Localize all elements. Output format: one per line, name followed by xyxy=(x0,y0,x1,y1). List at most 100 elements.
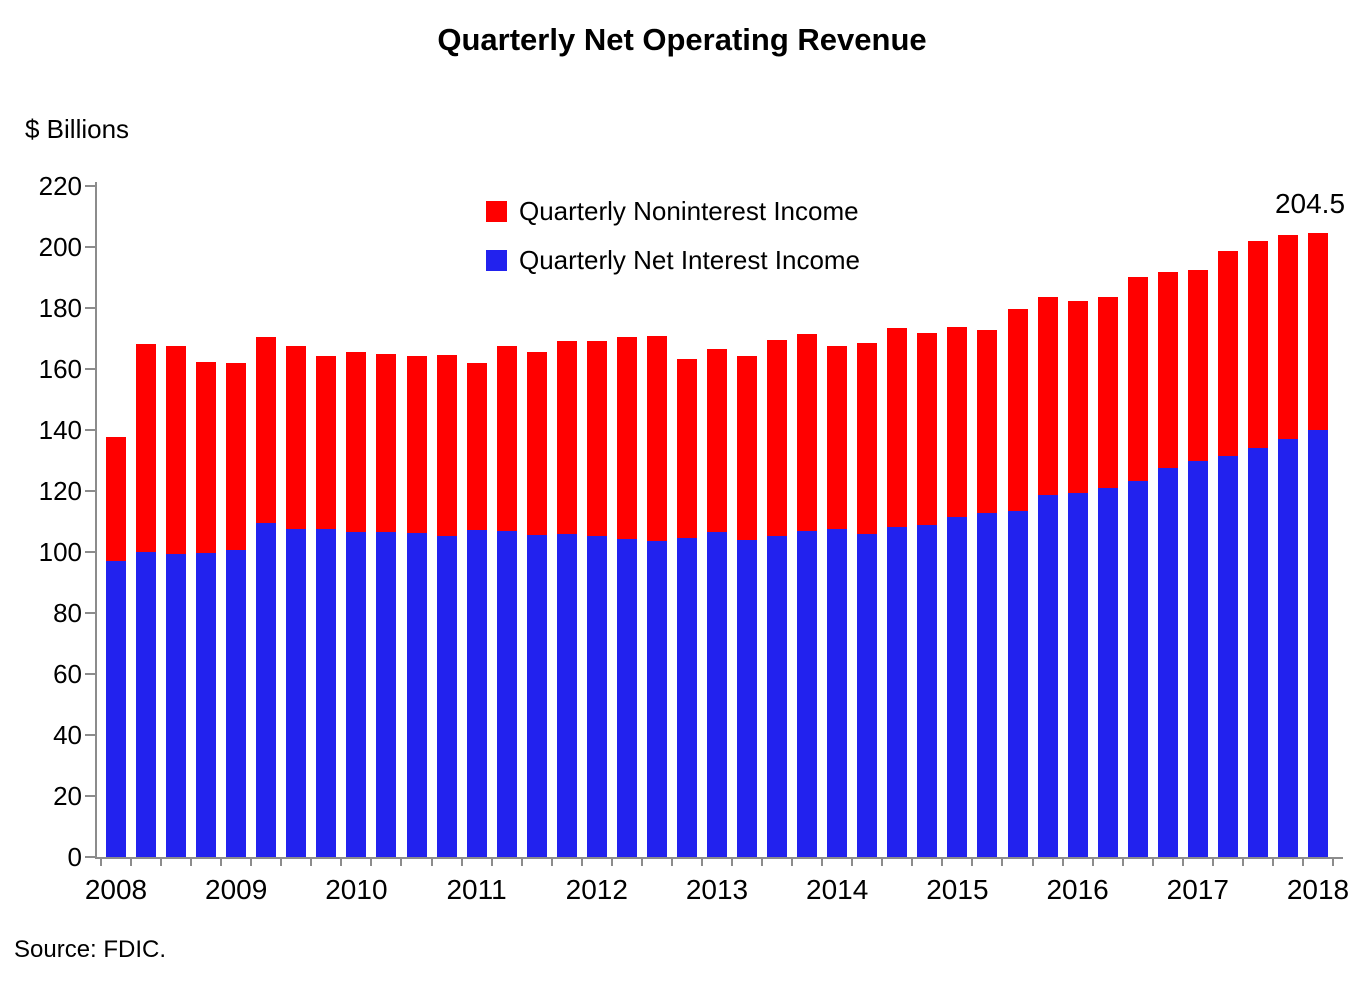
x-tick-mark xyxy=(700,857,703,866)
bar-2012-q2-noninterest-segment xyxy=(616,336,637,539)
x-tick-mark xyxy=(220,857,223,866)
y-tick-mark xyxy=(85,551,95,553)
bar-2014-q2-noninterest-segment xyxy=(857,343,878,534)
x-tick-label-2012: 2012 xyxy=(565,874,628,905)
bar-2014-q2-net-interest-segment xyxy=(857,534,878,857)
bar-2014-q3-net-interest-segment xyxy=(887,526,908,857)
bar-2008-q1-net-interest-segment xyxy=(106,561,126,857)
bar-2008-q2-net-interest-segment xyxy=(136,552,157,857)
bar-2016-q1-net-interest-segment xyxy=(1067,493,1088,857)
bar-2014-q4-noninterest-segment xyxy=(917,333,938,525)
bar-2017-q1-net-interest-segment xyxy=(1187,461,1208,857)
x-tick-mark xyxy=(911,857,914,866)
bar-2015-q4-net-interest-segment xyxy=(1037,495,1058,857)
bar-2011-q1-net-interest-segment xyxy=(466,529,487,857)
bar-2018-q1-net-interest-segment xyxy=(1308,429,1328,857)
bar-2012-q1-noninterest-segment xyxy=(586,341,607,537)
bar-2013-q2-net-interest-segment xyxy=(737,539,758,857)
x-tick-label-2011: 2011 xyxy=(446,874,507,905)
bar-2014-q4-net-interest-segment xyxy=(917,524,938,857)
y-tick-label: 220 xyxy=(38,171,82,201)
x-tick-mark xyxy=(1091,857,1094,866)
y-tick-label: 40 xyxy=(53,720,82,750)
x-tick-mark xyxy=(99,857,102,866)
bar-2016-q4-noninterest-segment xyxy=(1157,271,1178,469)
bar-2011-q2-noninterest-segment xyxy=(496,346,517,532)
bar-2012-q3-net-interest-segment xyxy=(646,540,667,857)
x-tick-mark xyxy=(190,857,193,866)
x-tick-mark xyxy=(610,857,613,866)
x-tick-mark xyxy=(1001,857,1004,866)
x-tick-mark xyxy=(520,857,523,866)
x-tick-mark xyxy=(731,857,734,866)
y-tick-label: 180 xyxy=(38,293,82,323)
x-tick-mark xyxy=(280,857,283,866)
bar-2016-q1-noninterest-segment xyxy=(1067,300,1088,494)
x-tick-mark xyxy=(1271,857,1274,866)
bar-2016-q2-net-interest-segment xyxy=(1097,487,1118,857)
legend: Quarterly Noninterest Income Quarterly N… xyxy=(486,195,860,293)
bar-2011-q1-noninterest-segment xyxy=(466,362,487,530)
y-tick-label: 120 xyxy=(38,476,82,506)
x-tick-mark xyxy=(1332,857,1335,866)
y-tick-mark xyxy=(85,307,95,309)
bar-2017-q1-noninterest-segment xyxy=(1187,269,1208,462)
bar-2013-q1-noninterest-segment xyxy=(707,348,727,533)
last-bar-value-label: 204.5 xyxy=(1274,188,1346,219)
bar-2011-q4-noninterest-segment xyxy=(556,340,577,534)
x-tick-mark xyxy=(580,857,583,866)
y-tick-mark xyxy=(85,185,95,187)
bar-2010-q4-net-interest-segment xyxy=(436,536,457,857)
y-tick-mark xyxy=(85,795,95,797)
bar-2014-q1-noninterest-segment xyxy=(827,345,848,530)
y-tick-label: 0 xyxy=(67,842,82,872)
bar-2011-q2-net-interest-segment xyxy=(496,531,517,857)
legend-item-net-interest-income: Quarterly Net Interest Income xyxy=(486,244,860,276)
x-tick-label-2018: 2018 xyxy=(1286,874,1350,905)
bar-2009-q1-net-interest-segment xyxy=(226,549,247,857)
bar-2009-q4-noninterest-segment xyxy=(316,356,337,530)
bar-2014-q3-noninterest-segment xyxy=(887,328,908,527)
bar-2009-q3-net-interest-segment xyxy=(286,528,307,857)
y-tick-label: 20 xyxy=(53,781,82,811)
bar-2017-q4-net-interest-segment xyxy=(1277,439,1298,857)
x-tick-label-2010: 2010 xyxy=(325,874,388,905)
x-tick-label-2013: 2013 xyxy=(685,874,749,905)
x-axis-line xyxy=(95,857,1344,859)
y-tick-label: 80 xyxy=(53,598,82,628)
bar-2008-q1-noninterest-segment xyxy=(106,437,126,562)
bar-2015-q1-noninterest-segment xyxy=(947,326,968,518)
bar-2011-q3-noninterest-segment xyxy=(526,352,547,535)
bar-2013-q1-net-interest-segment xyxy=(707,532,727,857)
bar-2009-q3-noninterest-segment xyxy=(286,346,307,529)
x-tick-label-2014: 2014 xyxy=(806,874,869,905)
bar-2018-q1-noninterest-segment xyxy=(1308,233,1328,430)
bar-2011-q3-net-interest-segment xyxy=(526,534,547,857)
legend-item-noninterest-income: Quarterly Noninterest Income xyxy=(486,195,860,227)
x-tick-mark xyxy=(971,857,974,866)
bar-2012-q4-net-interest-segment xyxy=(676,537,697,857)
y-tick-mark xyxy=(85,856,95,858)
bar-2012-q1-net-interest-segment xyxy=(586,536,607,857)
x-tick-mark xyxy=(881,857,884,866)
y-tick-label: 60 xyxy=(53,659,82,689)
y-tick-label: 160 xyxy=(38,354,82,384)
bar-2013-q3-noninterest-segment xyxy=(767,340,788,537)
bar-2015-q1-net-interest-segment xyxy=(947,517,968,857)
bar-2017-q2-noninterest-segment xyxy=(1217,250,1238,457)
x-tick-mark xyxy=(851,857,854,866)
bar-2013-q2-noninterest-segment xyxy=(737,356,758,540)
bar-2013-q4-net-interest-segment xyxy=(797,530,818,857)
y-tick-label: 200 xyxy=(38,232,82,262)
bar-2017-q3-net-interest-segment xyxy=(1247,447,1268,857)
bar-2016-q3-net-interest-segment xyxy=(1127,480,1148,857)
legend-label-net-interest-income: Quarterly Net Interest Income xyxy=(519,244,861,275)
y-tick-mark xyxy=(85,734,95,736)
bar-2011-q4-net-interest-segment xyxy=(556,534,577,857)
y-axis-unit-label: $ Billions xyxy=(25,114,130,144)
x-tick-mark xyxy=(400,857,403,866)
bar-2015-q4-noninterest-segment xyxy=(1037,297,1058,496)
y-tick-mark xyxy=(85,673,95,675)
